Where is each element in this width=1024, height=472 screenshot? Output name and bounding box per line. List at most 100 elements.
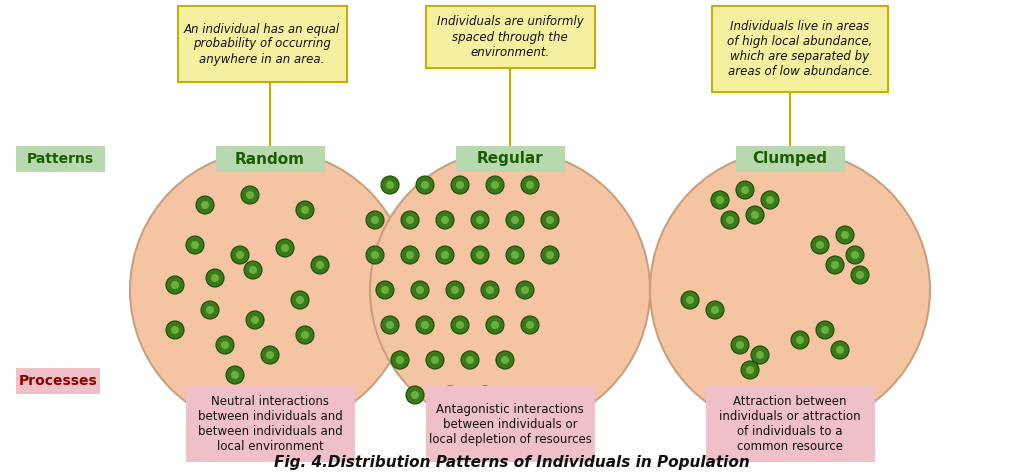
Circle shape [406,386,424,404]
Circle shape [436,211,454,229]
Circle shape [451,316,469,334]
Circle shape [366,211,384,229]
Circle shape [511,251,519,259]
Circle shape [451,176,469,194]
Circle shape [251,316,259,324]
Circle shape [386,181,394,189]
Circle shape [441,216,450,224]
Circle shape [190,241,199,249]
Circle shape [841,231,849,239]
Circle shape [521,176,539,194]
Circle shape [756,351,764,359]
Circle shape [206,306,214,314]
Circle shape [796,336,804,344]
Circle shape [490,321,499,329]
Circle shape [506,211,524,229]
Circle shape [301,331,309,339]
Circle shape [766,196,774,204]
Circle shape [851,251,859,259]
Circle shape [846,246,864,264]
Circle shape [471,211,489,229]
Circle shape [456,181,464,189]
Circle shape [226,366,244,384]
Text: Antagonistic interactions
between individuals or
local depletion of resources: Antagonistic interactions between indivi… [429,403,592,446]
Circle shape [746,206,764,224]
FancyBboxPatch shape [712,6,888,92]
Circle shape [301,206,309,214]
Circle shape [241,186,259,204]
Circle shape [391,351,409,369]
Text: Regular: Regular [476,152,544,167]
Circle shape [371,216,379,224]
Circle shape [811,236,829,254]
Circle shape [476,251,484,259]
Circle shape [446,281,464,299]
Text: Random: Random [234,152,305,167]
Circle shape [406,216,414,224]
Circle shape [830,261,839,269]
Circle shape [381,176,399,194]
Circle shape [130,150,410,430]
Circle shape [521,316,539,334]
Text: Neutral interactions
between individuals and
between individuals and
local envir: Neutral interactions between individuals… [198,395,342,453]
Circle shape [401,246,419,264]
Circle shape [406,251,414,259]
Circle shape [461,351,479,369]
FancyBboxPatch shape [16,368,100,394]
FancyBboxPatch shape [735,146,845,172]
Circle shape [821,326,829,334]
Circle shape [381,286,389,294]
Circle shape [711,191,729,209]
Circle shape [546,216,554,224]
Circle shape [216,336,234,354]
Circle shape [396,356,404,364]
Circle shape [761,191,779,209]
Circle shape [445,391,454,399]
Circle shape [166,321,184,339]
Circle shape [261,346,279,364]
Circle shape [751,346,769,364]
Circle shape [541,211,559,229]
Circle shape [706,301,724,319]
Circle shape [711,306,719,314]
Circle shape [416,316,434,334]
Circle shape [741,361,759,379]
Circle shape [281,244,289,252]
Circle shape [486,176,504,194]
Circle shape [426,351,444,369]
Circle shape [826,256,844,274]
Text: Processes: Processes [18,374,97,388]
Circle shape [211,274,219,282]
Circle shape [411,391,419,399]
Circle shape [526,181,535,189]
Circle shape [476,386,494,404]
Text: An individual has an equal
probability of occurring
anywhere in an area.: An individual has an equal probability o… [184,23,340,66]
FancyBboxPatch shape [706,386,874,462]
Circle shape [366,246,384,264]
Circle shape [686,296,694,304]
Circle shape [786,406,794,414]
Text: Attraction between
individuals or attraction
of individuals to a
common resource: Attraction between individuals or attrac… [719,395,861,453]
Circle shape [276,239,294,257]
Circle shape [246,191,254,199]
Circle shape [831,341,849,359]
Circle shape [526,321,535,329]
Circle shape [856,271,864,279]
Circle shape [416,286,424,294]
Circle shape [791,331,809,349]
Circle shape [370,150,650,430]
Circle shape [231,371,239,379]
Circle shape [471,246,489,264]
Circle shape [816,241,824,249]
Circle shape [731,336,749,354]
Circle shape [196,196,214,214]
Circle shape [486,316,504,334]
Text: Individuals are uniformly
spaced through the
environment.: Individuals are uniformly spaced through… [436,16,584,59]
Circle shape [246,311,264,329]
Circle shape [411,281,429,299]
Circle shape [221,341,229,349]
Circle shape [681,291,699,309]
Circle shape [376,281,394,299]
Circle shape [421,181,429,189]
Circle shape [496,351,514,369]
